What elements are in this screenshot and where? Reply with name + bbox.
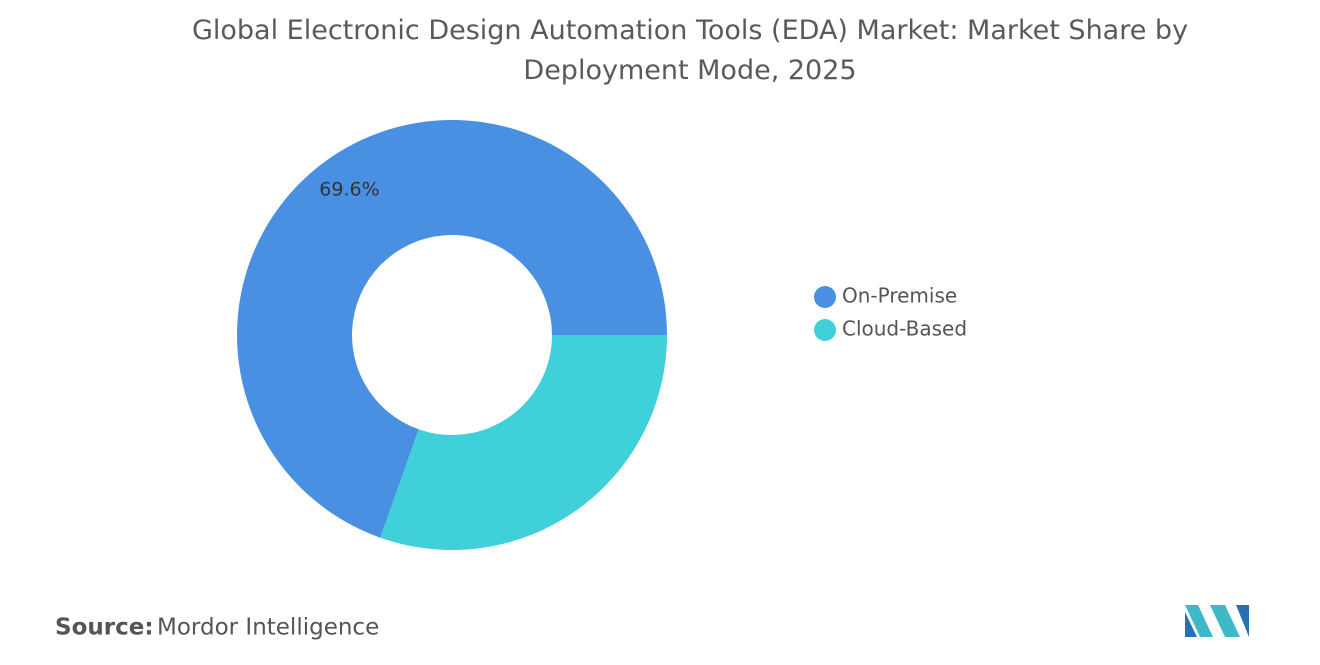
- logo-shape: [1210, 605, 1240, 637]
- donut-slice: [237, 120, 668, 538]
- source-label: Source:: [55, 615, 154, 641]
- chart-title: Global Electronic Design Automation Tool…: [192, 15, 1188, 86]
- legend-label: On-Premise: [842, 284, 957, 308]
- legend-marker: [814, 319, 836, 341]
- legend-marker: [814, 286, 836, 308]
- logo-shape: [1185, 612, 1197, 637]
- logo: [1185, 605, 1249, 637]
- source: Source: Mordor Intelligence: [55, 615, 379, 641]
- legend-label: Cloud-Based: [842, 317, 967, 341]
- logo-shape: [1236, 605, 1249, 637]
- source-text: Mordor Intelligence: [157, 615, 379, 641]
- logo-shape: [1185, 605, 1213, 637]
- data-label: 69.6%: [319, 179, 379, 201]
- donut-slice: [380, 335, 667, 550]
